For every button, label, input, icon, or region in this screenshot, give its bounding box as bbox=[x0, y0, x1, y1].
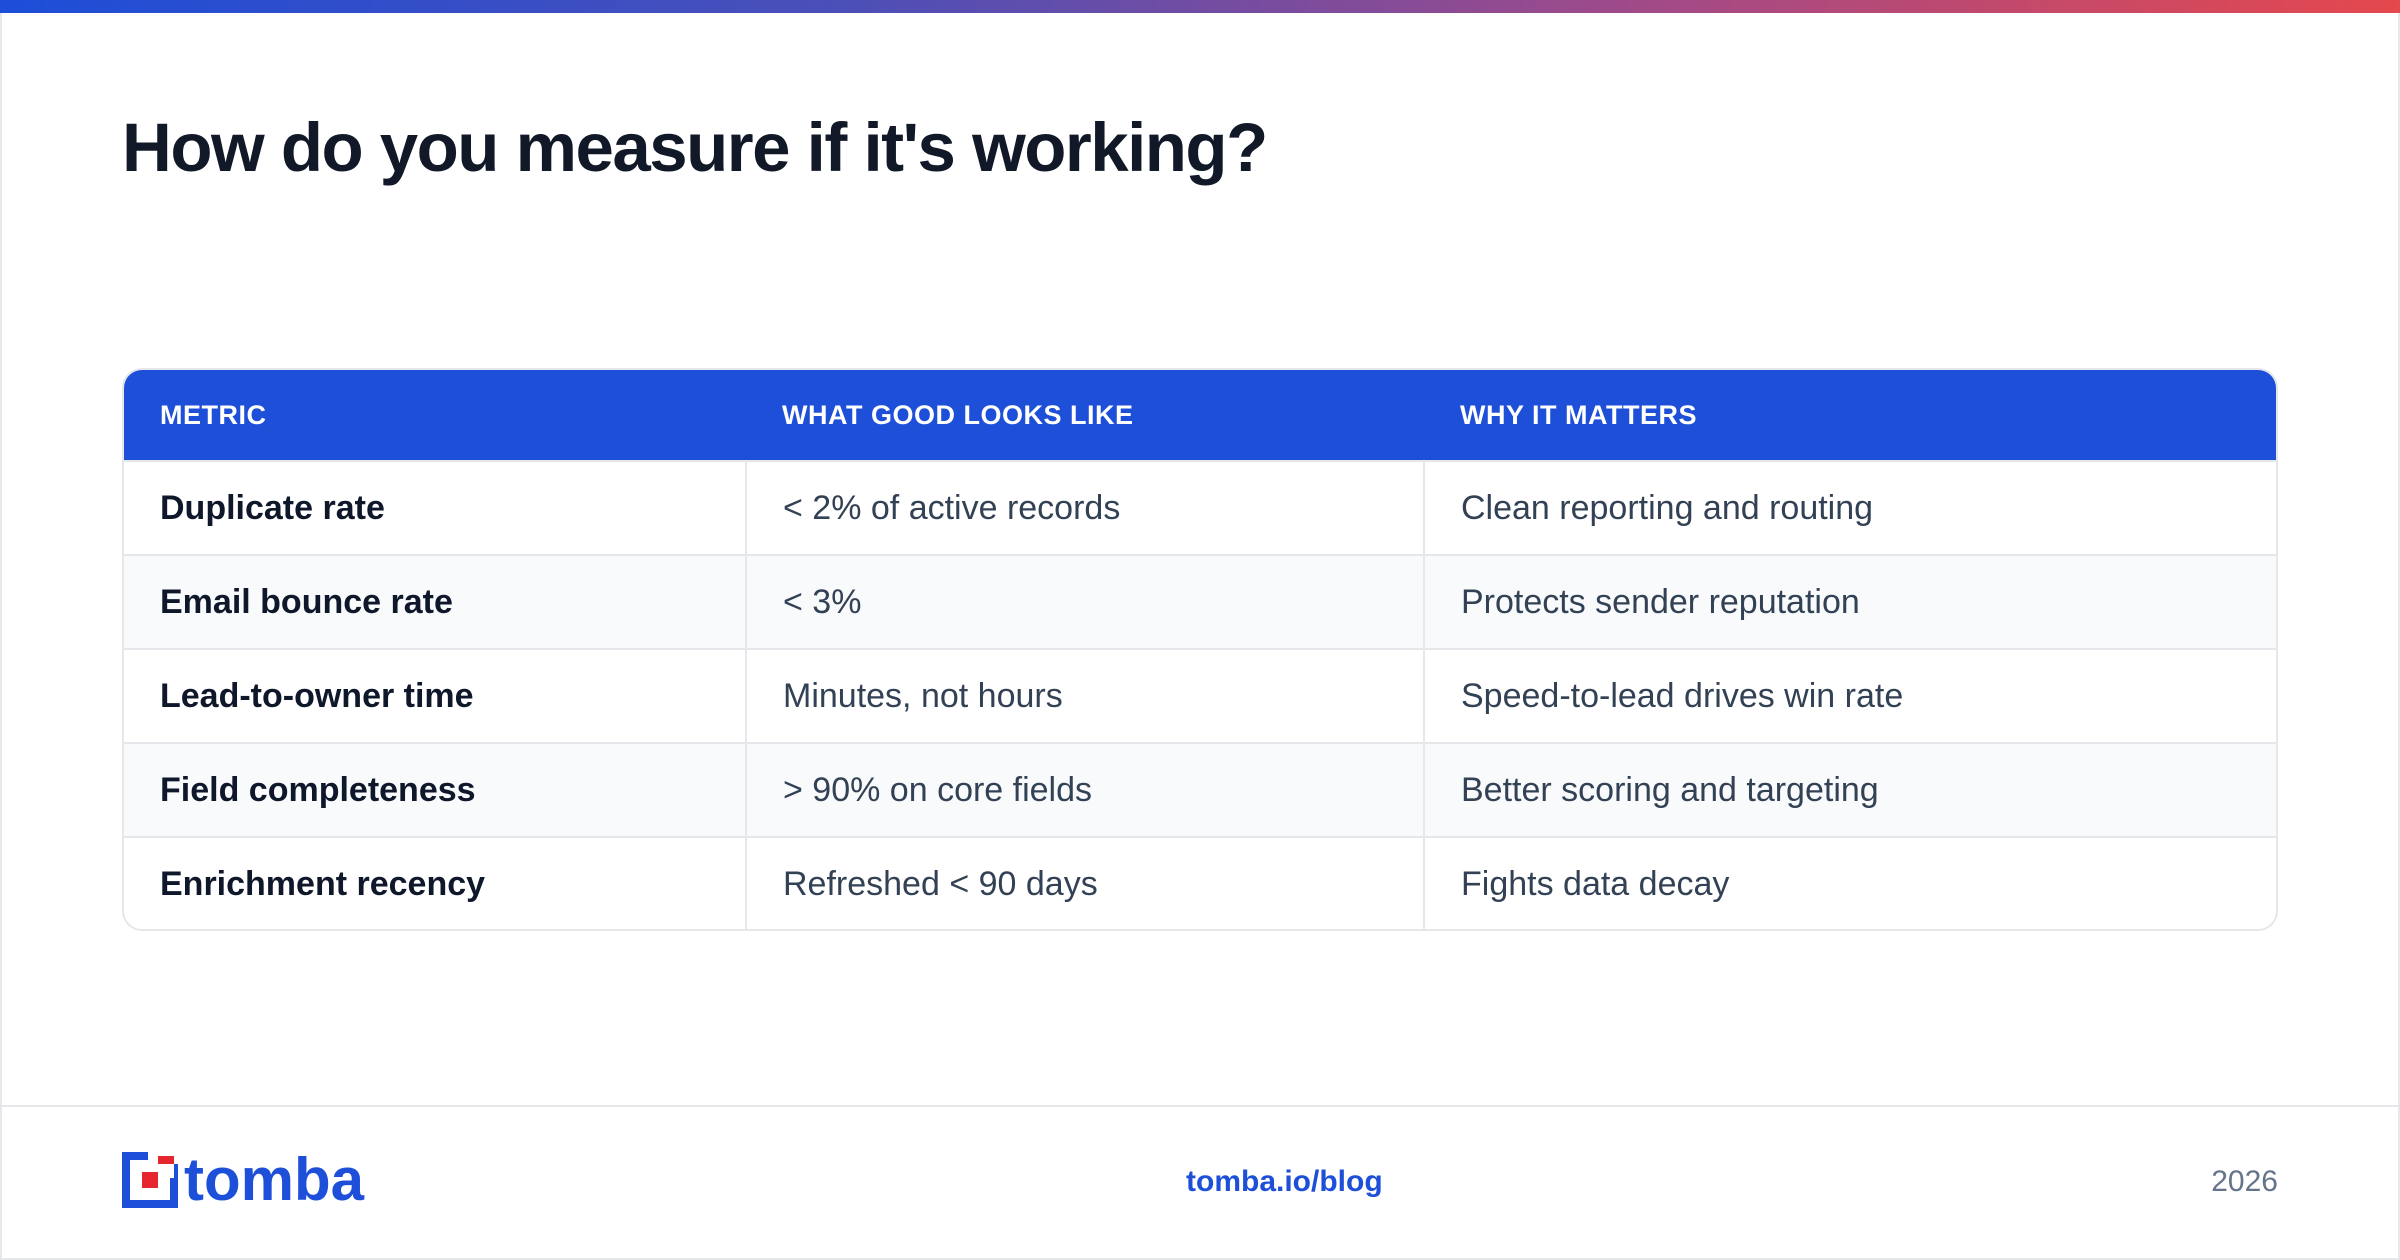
page-title: How do you measure if it's working? bbox=[122, 109, 1268, 186]
footer-year: 2026 bbox=[2211, 1165, 2278, 1198]
metric-cell: Field completeness bbox=[160, 770, 476, 809]
column-header-why-it-matters: WHY IT MATTERS bbox=[1460, 399, 1697, 430]
footer-divider bbox=[0, 1105, 2400, 1107]
table-row: Lead-to-owner time Minutes, not hours Sp… bbox=[124, 649, 2276, 743]
reason-cell: Clean reporting and routing bbox=[1423, 461, 2276, 555]
metric-cell: Lead-to-owner time bbox=[160, 676, 474, 715]
logo-wordmark: tomba bbox=[184, 1146, 364, 1213]
target-cell: < 2% of active records bbox=[745, 461, 1424, 555]
top-gradient-bar bbox=[0, 0, 2400, 13]
metric-cell: Enrichment recency bbox=[160, 865, 486, 903]
target-cell: Minutes, not hours bbox=[745, 649, 1424, 743]
target-cell: Refreshed < 90 days bbox=[745, 837, 1424, 929]
reason-cell: Protects sender reputation bbox=[1423, 555, 2276, 649]
target-cell: < 3% bbox=[745, 555, 1424, 649]
target-cell: > 90% on core fields bbox=[745, 743, 1424, 837]
blog-link[interactable]: tomba.io/blog bbox=[1186, 1165, 1383, 1198]
table-row: Field completeness > 90% on core fields … bbox=[124, 743, 2276, 837]
metric-cell: Duplicate rate bbox=[160, 488, 385, 527]
tomba-logo[interactable]: tomba bbox=[122, 1146, 364, 1213]
metrics-table: METRIC WHAT GOOD LOOKS LIKE WHY IT MATTE… bbox=[122, 368, 2278, 931]
metric-cell: Email bounce rate bbox=[160, 582, 453, 621]
reason-cell: Better scoring and targeting bbox=[1423, 743, 2276, 837]
table-row: Enrichment recency Refreshed < 90 days F… bbox=[124, 837, 2276, 929]
column-header-what-good-looks-like: WHAT GOOD LOOKS LIKE bbox=[782, 399, 1134, 430]
table-header-row: METRIC WHAT GOOD LOOKS LIKE WHY IT MATTE… bbox=[124, 370, 2276, 461]
reason-cell: Fights data decay bbox=[1423, 837, 2276, 929]
tomba-logo-icon bbox=[122, 1152, 178, 1208]
reason-cell: Speed-to-lead drives win rate bbox=[1423, 649, 2276, 743]
column-header-metric: METRIC bbox=[160, 399, 267, 430]
table-row: Email bounce rate < 3% Protects sender r… bbox=[124, 555, 2276, 649]
table-row: Duplicate rate < 2% of active records Cl… bbox=[124, 461, 2276, 555]
